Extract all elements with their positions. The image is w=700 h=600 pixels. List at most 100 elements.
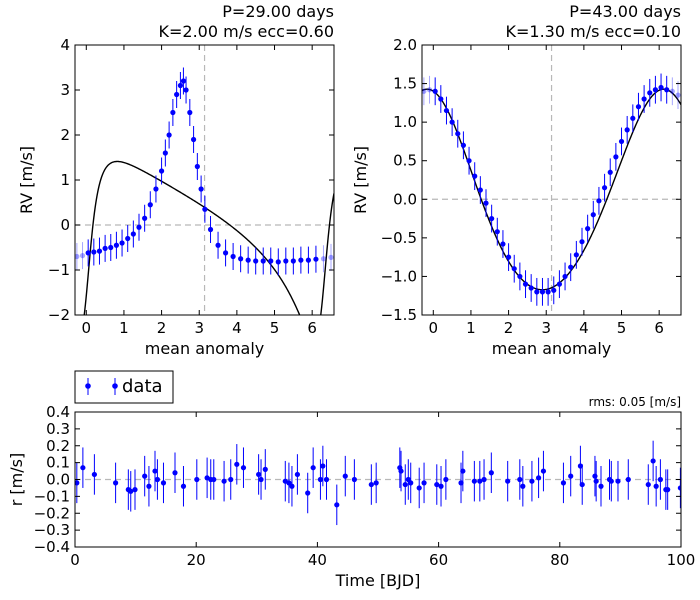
x-tick-label: 6 [307,319,317,337]
y-tick-label: −1.0 [381,267,417,285]
y-axis-label: r [m/s] [7,453,26,506]
data-point [573,252,579,258]
data-point [458,480,464,486]
y-tick-label: −2 [48,306,70,324]
data-point [517,273,523,280]
data-point [472,173,478,179]
data-point [520,483,526,489]
data-point [268,258,274,264]
x-axis-label: Time [BJD] [335,571,421,590]
data-point [215,242,221,248]
data-point [579,239,585,245]
data-point [652,87,659,93]
y-tick-label: 2.0 [393,36,417,54]
data-point [608,478,614,484]
chart-title-line: K=2.00 m/s ecc=0.60 [159,22,334,41]
y-tick-label: 3 [60,81,70,99]
y-tick-label: −0.3 [34,521,70,539]
data-point [102,245,108,251]
data-point [162,150,168,156]
data-point [238,256,244,262]
data-point [481,476,487,483]
data-point [460,468,466,474]
data-point [562,273,568,280]
legend-marker [85,383,91,389]
chart-title-line: P=29.00 days [222,2,334,21]
data-point [408,480,414,486]
data-point [669,88,675,94]
data-point [91,471,97,478]
data-point [234,461,240,467]
data-point [211,476,217,483]
data-point [505,254,512,260]
data-point [294,471,301,478]
data-point [625,476,631,483]
data-point [228,476,234,483]
data-point [677,485,681,491]
y-tick-label: −1.5 [381,306,417,324]
x-tick-label: 2 [157,319,167,337]
x-tick-label: 0 [429,319,439,337]
data-point [328,254,334,260]
y-tick-label: −0.2 [34,504,70,522]
phase-plot-planet-2: 0 1 2 3 4 5 6 −1.5 −1.0 −0.5 0.0 0.5 1.0 1.5 2.0 mean a… [351,2,682,358]
data-point [317,476,324,483]
data-point [323,476,330,483]
model-curve [422,88,681,291]
data-point [305,257,312,263]
data-point [443,107,450,114]
x-tick-label: 1 [119,319,129,337]
y-tick-label: 0 [60,216,70,234]
data-point [85,250,91,256]
data-point [207,226,214,233]
data-point [653,483,659,489]
x-tick-label: 0 [82,319,92,337]
data-point [635,104,642,110]
data-point [136,224,142,230]
y-tick-label: 0.2 [46,437,70,455]
chart-title-line: K=1.30 m/s ecc=0.10 [506,22,681,41]
data-point [466,158,472,164]
data-point [540,468,547,474]
data-point [432,88,438,94]
data-point [298,257,304,263]
data-point [505,478,511,484]
data-point [91,249,97,255]
data-point [113,242,120,248]
data-point [624,127,630,133]
data-point [113,480,119,486]
y-tick-label: 0.3 [46,420,70,438]
data-point [471,478,477,484]
data-point [438,483,444,489]
data-point [645,481,651,488]
data-point [147,202,153,208]
y-axis-label: RV [m/s] [17,146,36,214]
data-point [560,480,567,486]
data-point [253,258,259,264]
data-point [142,215,148,221]
y-tick-label: −0.4 [34,538,70,556]
data-point [556,281,563,287]
data-point [488,470,494,476]
data-point [180,483,187,489]
data-point [240,465,247,471]
data-point [187,109,193,116]
x-tick-label: 3 [541,319,551,337]
rms-annotation: rms: 0.05 [m/s] [589,395,681,409]
data-point [455,131,461,137]
data-point [416,485,422,491]
data-point [434,481,440,488]
legend-box [74,370,174,404]
x-axis-label: mean anomaly [145,339,265,358]
data-point [579,481,585,488]
x-tick-label: 4 [232,319,242,337]
data-point [500,241,506,247]
data-point [539,289,546,295]
data-point [593,478,599,484]
data-layer [75,67,334,315]
data-point [222,250,229,256]
y-tick-label: −0.5 [381,229,417,247]
data-point [613,154,619,160]
data-point [534,289,540,295]
data-point [592,473,598,479]
